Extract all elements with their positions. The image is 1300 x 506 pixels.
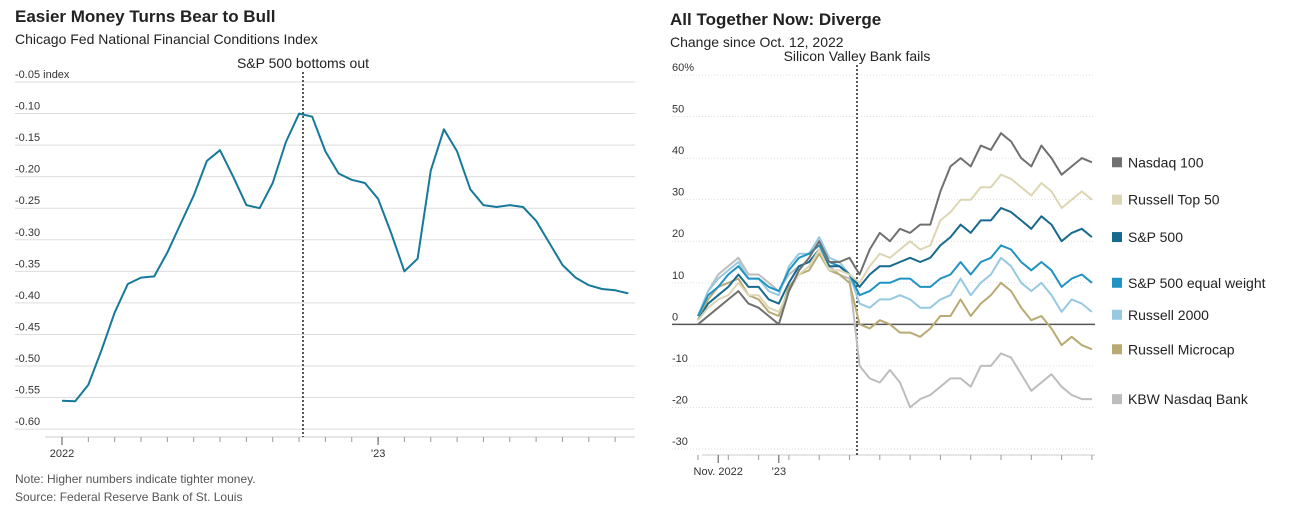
y-tick-label: -30: [672, 436, 688, 448]
data-line: [697, 132, 1093, 326]
y-tick-label: -0.45: [15, 321, 40, 333]
y-tick-label: 60%: [672, 62, 694, 74]
y-tick-label: -0.40: [15, 290, 40, 302]
y-tick-label: -0.30: [15, 227, 40, 239]
legend-swatch: [1112, 394, 1122, 405]
chart-title: All Together Now: Diverge: [670, 10, 881, 29]
y-tick-label: -0.35: [15, 258, 40, 270]
legend-label: Russell Microcap: [1128, 341, 1235, 357]
y-tick-label: 20: [672, 228, 684, 240]
y-tick-label: -0.50: [15, 353, 40, 365]
y-tick-label: -0.55: [15, 385, 40, 397]
x-tick-label: ’23: [371, 448, 386, 460]
y-tick-label: -0.05 index: [15, 69, 70, 81]
y-tick-label: -20: [672, 394, 688, 406]
y-tick-label: 30: [672, 187, 684, 199]
chart-subtitle: Chicago Fed National Financial Condition…: [15, 31, 318, 47]
legend-swatch: [1112, 194, 1122, 205]
data-line: [697, 207, 1093, 321]
x-tick-label: Nov. 2022: [694, 466, 743, 478]
y-tick-label: 40: [672, 145, 684, 157]
legend-label: Russell 2000: [1128, 307, 1209, 323]
y-tick-label: 10: [672, 270, 684, 282]
y-tick-label: 50: [672, 104, 684, 116]
data-line: [697, 173, 1093, 321]
legend-label: S&P 500 equal weight: [1128, 275, 1266, 291]
data-line: [697, 248, 1092, 409]
annotation: S&P 500 bottoms out: [237, 55, 369, 71]
y-tick-label: -0.10: [15, 101, 40, 113]
legend-label: S&P 500: [1128, 229, 1183, 245]
legend-swatch: [1112, 344, 1122, 355]
note: Note: Higher numbers indicate tighter mo…: [15, 472, 256, 486]
x-tick-label: 2022: [50, 448, 74, 460]
y-tick-label: -10: [672, 353, 688, 365]
y-tick-label: -0.20: [15, 164, 40, 176]
data-line: [61, 112, 629, 403]
legend-label: Nasdaq 100: [1128, 154, 1204, 170]
legend-swatch: [1112, 277, 1122, 288]
chart-title: Easier Money Turns Bear to Bull: [15, 7, 275, 26]
chart-subtitle: Change since Oct. 12, 2022: [670, 34, 844, 50]
y-tick-label: -0.60: [15, 416, 40, 428]
x-tick-label: ’23: [771, 466, 786, 478]
legend-swatch: [1112, 157, 1122, 168]
data-line: [697, 236, 1093, 317]
source: Source: Federal Reserve Bank of St. Loui…: [15, 490, 242, 504]
y-tick-label: -0.25: [15, 195, 40, 207]
legend-label: Russell Top 50: [1128, 192, 1220, 208]
y-tick-label: 0: [672, 311, 678, 323]
legend-swatch: [1112, 232, 1122, 243]
annotation: Silicon Valley Bank fails: [784, 48, 931, 64]
legend-swatch: [1112, 309, 1122, 320]
y-tick-label: -0.15: [15, 132, 40, 144]
legend-label: KBW Nasdaq Bank: [1128, 391, 1249, 407]
data-line: [697, 252, 1093, 351]
data-line: [697, 244, 1093, 317]
